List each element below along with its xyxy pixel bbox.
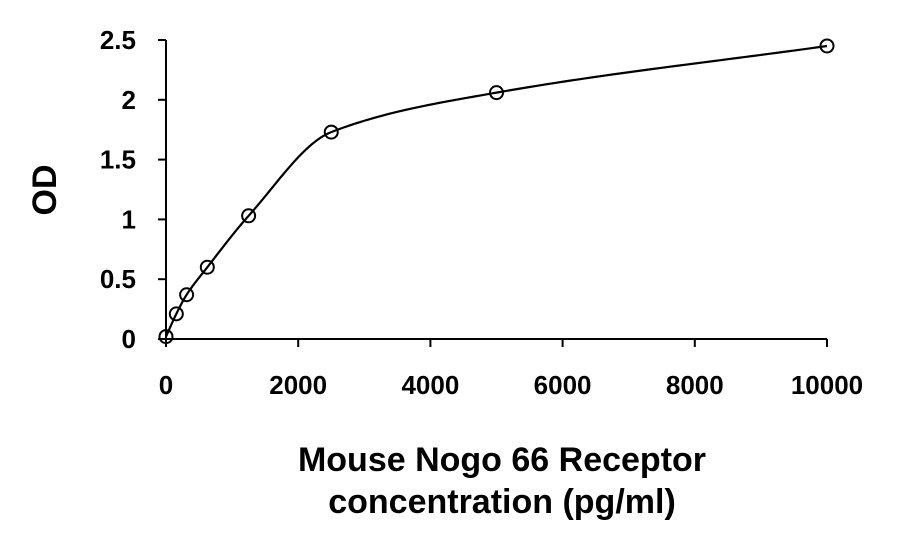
y-tick-label: 2	[122, 85, 136, 115]
x-tick-label: 4000	[401, 370, 459, 400]
x-tick-label: 10000	[791, 370, 863, 400]
data-point	[323, 124, 339, 140]
x-tick-label: 0	[159, 370, 173, 400]
x-tick-label: 2000	[269, 370, 327, 400]
y-axis-title: OD	[26, 165, 64, 216]
data-point	[819, 38, 835, 54]
data-point	[179, 287, 195, 303]
x-tick-label: 8000	[666, 370, 724, 400]
data-point	[489, 85, 504, 101]
data-point	[168, 306, 184, 322]
data-point	[241, 208, 257, 224]
x-tick-label: 6000	[534, 370, 592, 400]
fit-curve	[164, 44, 828, 338]
y-axis-ticks: 0 0.5 1 1.5 2 2.5	[100, 25, 166, 354]
y-tick-label: 0.5	[100, 264, 136, 294]
y-tick-label: 2.5	[100, 25, 136, 55]
y-tick-label: 1	[122, 204, 136, 234]
axes: 0 0.5 1 1.5 2 2.5 0 2000 4000 6000 8000 10000	[100, 25, 863, 400]
data-points	[158, 38, 835, 345]
x-axis-title-line-2: concentration (pg/ml)	[328, 483, 676, 521]
x-axis-ticks: 0 2000 4000 6000 8000 10000	[159, 339, 863, 400]
y-tick-label: 1.5	[100, 145, 136, 175]
data-point	[199, 259, 215, 275]
y-tick-label: 0	[122, 324, 136, 354]
data-point	[158, 329, 174, 345]
x-axis-title-line-1: Mouse Nogo 66 Receptor	[298, 441, 706, 479]
